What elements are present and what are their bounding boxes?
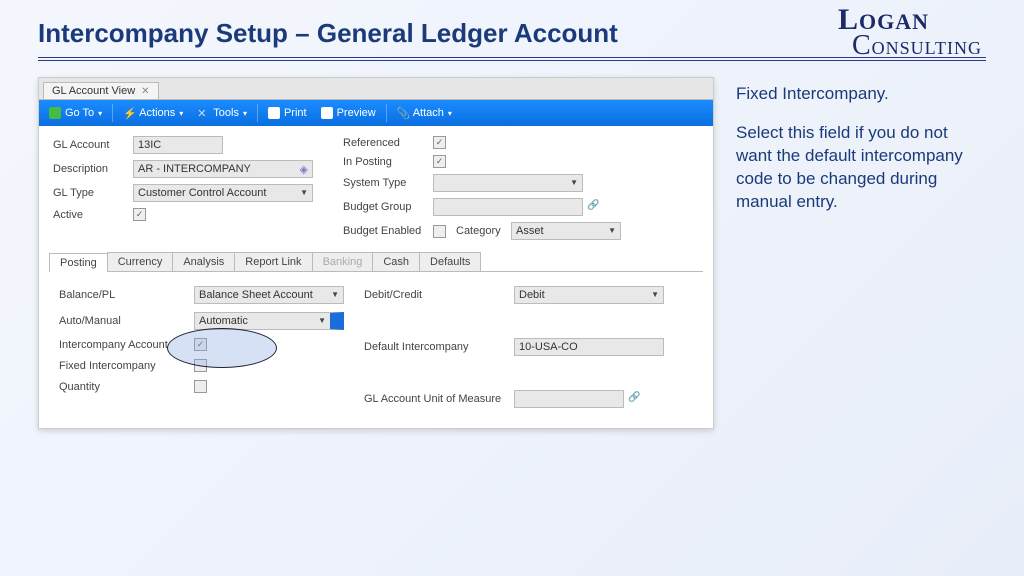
default-ic-label: Default Intercompany [364, 341, 514, 353]
side-text: Fixed Intercompany. Select this field if… [736, 77, 986, 429]
budget-group-field[interactable] [433, 198, 583, 216]
tab-posting[interactable]: Posting [49, 253, 108, 272]
quantity-label: Quantity [59, 381, 194, 393]
gl-type-label: GL Type [53, 187, 133, 199]
close-icon[interactable]: ✕ [141, 86, 149, 97]
goto-button[interactable]: Go To ▾ [43, 105, 108, 121]
chevron-down-icon: ▾ [98, 109, 102, 118]
gl-type-select[interactable]: Customer Control Account [133, 184, 313, 202]
gl-uom-field[interactable] [514, 390, 624, 408]
lightning-icon: ⚡ [123, 107, 135, 119]
in-posting-checkbox: ✓ [433, 155, 446, 168]
intercompany-checkbox[interactable]: ✓ [194, 338, 207, 351]
toolbar: Go To ▾ ⚡ Actions ▾ ✕ Tools ▾ Print [39, 100, 713, 126]
window-tabstrip: GL Account View ✕ [39, 78, 713, 100]
category-select[interactable]: Asset [511, 222, 621, 240]
print-button[interactable]: Print [262, 105, 313, 121]
debit-credit-label: Debit/Credit [364, 289, 514, 301]
default-ic-field[interactable]: 10-USA-CO [514, 338, 664, 356]
active-checkbox[interactable]: ✓ [133, 208, 146, 221]
chevron-down-icon: ▾ [448, 109, 452, 118]
description-label: Description [53, 163, 133, 175]
gl-account-window: GL Account View ✕ Go To ▾ ⚡ Actions ▾ [38, 77, 714, 429]
tab-defaults[interactable]: Defaults [419, 252, 481, 271]
tools-button[interactable]: ✕ Tools ▾ [191, 105, 253, 121]
detail-tabs: Posting Currency Analysis Report Link Ba… [49, 252, 703, 272]
logo: LOGAN CONSULTING [838, 6, 982, 58]
tab-cash[interactable]: Cash [372, 252, 420, 271]
description-field[interactable]: AR - INTERCOMPANY ◈ [133, 160, 313, 178]
preview-icon [321, 107, 333, 119]
tab-currency[interactable]: Currency [107, 252, 174, 271]
referenced-checkbox: ✓ [433, 136, 446, 149]
gl-uom-label: GL Account Unit of Measure [364, 393, 514, 405]
window-tab-gl-account[interactable]: GL Account View ✕ [43, 82, 159, 99]
print-icon [268, 107, 280, 119]
budget-enabled-checkbox[interactable] [433, 225, 446, 238]
system-type-select[interactable] [433, 174, 583, 192]
goto-icon [49, 107, 61, 119]
preview-button[interactable]: Preview [315, 105, 382, 121]
chevron-down-icon: ▾ [179, 109, 183, 118]
auto-manual-label: Auto/Manual [59, 315, 194, 327]
auto-manual-select[interactable]: Automatic [194, 312, 344, 330]
lookup-icon[interactable]: ◈ [300, 163, 308, 176]
window-tab-label: GL Account View [52, 85, 135, 97]
referenced-label: Referenced [343, 137, 433, 149]
tab-banking: Banking [312, 252, 374, 271]
active-label: Active [53, 209, 133, 221]
link-icon[interactable]: 🔗 [587, 200, 601, 214]
tab-report-link[interactable]: Report Link [234, 252, 312, 271]
debit-credit-select[interactable]: Debit [514, 286, 664, 304]
attach-icon: 📎 [397, 107, 409, 119]
in-posting-label: In Posting [343, 156, 433, 168]
fixed-intercompany-checkbox[interactable] [194, 359, 207, 372]
intercompany-label: Intercompany Account [59, 339, 194, 351]
balance-pl-select[interactable]: Balance Sheet Account [194, 286, 344, 304]
budget-enabled-label: Budget Enabled [343, 225, 433, 237]
budget-group-label: Budget Group [343, 201, 433, 213]
category-label: Category [456, 225, 511, 237]
side-text-body: Select this field if you do not want the… [736, 122, 986, 214]
tools-icon: ✕ [197, 107, 209, 119]
fixed-intercompany-label: Fixed Intercompany [59, 360, 194, 372]
chevron-down-icon: ▾ [243, 109, 247, 118]
gl-account-field[interactable]: 13IC [133, 136, 223, 154]
side-text-heading: Fixed Intercompany. [736, 83, 986, 106]
tab-analysis[interactable]: Analysis [172, 252, 235, 271]
gl-account-label: GL Account [53, 139, 133, 151]
link-icon[interactable]: 🔗 [628, 392, 642, 406]
actions-button[interactable]: ⚡ Actions ▾ [117, 105, 189, 121]
system-type-label: System Type [343, 177, 433, 189]
attach-button[interactable]: 📎 Attach ▾ [391, 105, 458, 121]
balance-pl-label: Balance/PL [59, 289, 194, 301]
quantity-checkbox[interactable] [194, 380, 207, 393]
